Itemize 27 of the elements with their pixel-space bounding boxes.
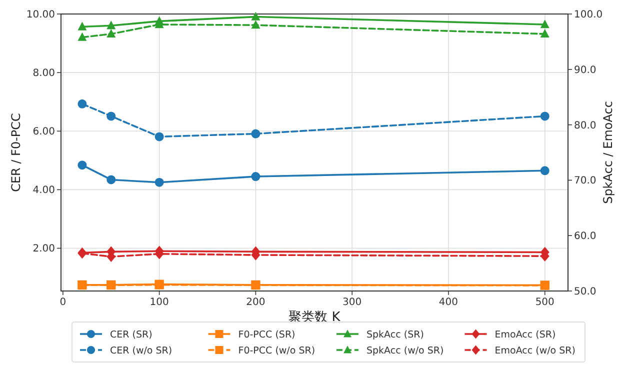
x-tick-label: 100 bbox=[150, 297, 169, 308]
y2-tick-label: 80.0 bbox=[574, 120, 596, 132]
x-tick-label: 400 bbox=[438, 297, 458, 308]
y-tick-label: 8.00 bbox=[32, 68, 55, 80]
y2-tick-label: 70.0 bbox=[574, 176, 596, 187]
legend-label: F0-PCC (SR) bbox=[238, 330, 296, 340]
legend-label: EmoAcc (SR) bbox=[494, 330, 556, 340]
y-tick-label: 10.00 bbox=[26, 10, 55, 20]
legend-label: F0-PCC (w/o SR) bbox=[238, 346, 316, 356]
y-tick-label: 4.00 bbox=[32, 185, 55, 196]
x-tick-label: 0 bbox=[60, 297, 66, 308]
y2-axis-title: SpkAcc / EmoAcc bbox=[601, 101, 615, 204]
legend-label: CER (w/o SR) bbox=[110, 346, 172, 356]
y2-tick-label: 100.0 bbox=[574, 10, 603, 20]
x-tick-label: 200 bbox=[246, 297, 266, 308]
y2-tick-label: 90.0 bbox=[574, 64, 596, 76]
legend-label: SpkAcc (SR) bbox=[366, 330, 424, 340]
x-tick-label: 300 bbox=[342, 297, 362, 308]
y-tick-label: 6.00 bbox=[32, 126, 55, 138]
legend-label: SpkAcc (w/o SR) bbox=[366, 346, 444, 356]
legend-label: EmoAcc (w/o SR) bbox=[494, 346, 576, 356]
y-axis-title: CER / F0-PCC bbox=[9, 113, 23, 192]
legend-label: CER (SR) bbox=[110, 330, 152, 340]
x-tick-label: 500 bbox=[535, 297, 554, 308]
y2-tick-label: 50.0 bbox=[574, 286, 596, 298]
y2-tick-label: 60.0 bbox=[574, 231, 596, 242]
y-tick-label: 2.00 bbox=[32, 244, 55, 255]
